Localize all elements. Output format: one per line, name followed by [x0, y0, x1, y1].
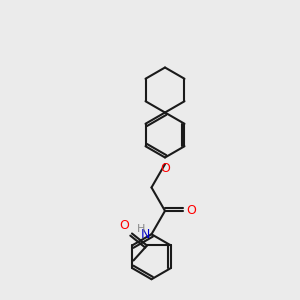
Text: H: H: [137, 224, 145, 234]
Text: O: O: [119, 219, 129, 232]
Text: O: O: [160, 162, 170, 175]
Text: N: N: [141, 228, 150, 241]
Text: O: O: [186, 204, 196, 218]
